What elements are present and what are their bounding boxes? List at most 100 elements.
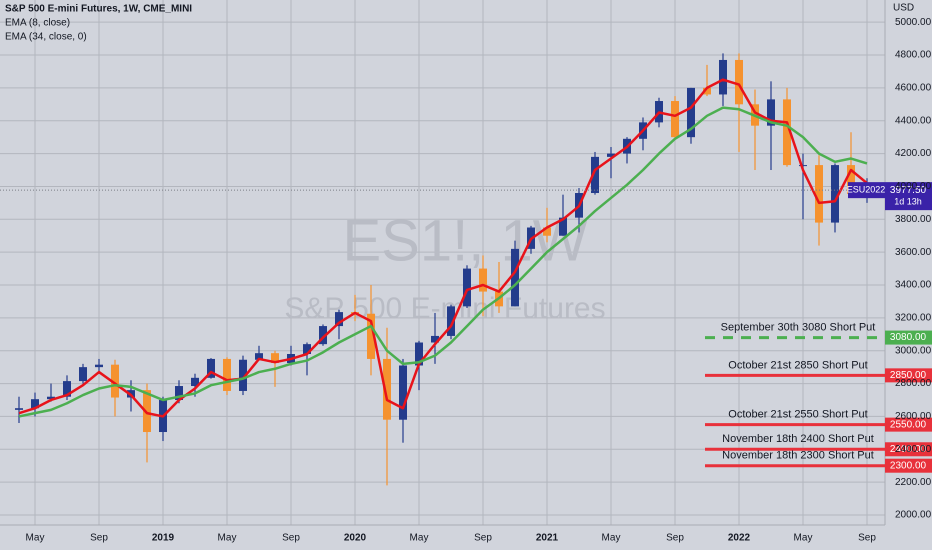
- x-tick-label: May: [410, 533, 429, 544]
- legend-title: S&P 500 E-mini Futures, 1W, CME_MINI: [5, 4, 192, 15]
- candle-body: [303, 344, 311, 354]
- ema-line: [18, 78, 868, 418]
- candle-body: [415, 342, 423, 366]
- candle-body: [319, 326, 327, 345]
- candle-body: [559, 217, 567, 236]
- y-tick-label: 2400.00: [895, 444, 932, 455]
- candle-body: [831, 165, 839, 223]
- candle-body: [239, 359, 247, 391]
- candle-body: [111, 364, 119, 398]
- watermark-symbol: ES1!, 1W: [343, 208, 588, 273]
- candle-body: [207, 358, 215, 378]
- x-tick-label: Sep: [858, 533, 876, 544]
- price-line-tag-text: 2550.00: [890, 419, 927, 430]
- candle-body: [767, 99, 775, 126]
- y-tick-label: 4400.00: [895, 115, 932, 126]
- x-tick-label: May: [26, 533, 45, 544]
- price-tag-countdown: 1d 13h: [894, 197, 922, 207]
- candle-body: [463, 268, 471, 307]
- price-line-tag-text: 2850.00: [890, 370, 927, 381]
- candle-body: [607, 153, 615, 157]
- candle-body: [399, 365, 407, 420]
- candle-body: [591, 156, 599, 194]
- price-line-tag: [885, 417, 932, 432]
- y-tick-label: 4000.00: [895, 181, 932, 192]
- x-tick-label: 2019: [152, 533, 175, 544]
- ema-line: [18, 106, 868, 418]
- candle-body: [671, 101, 679, 138]
- y-tick-label: 2600.00: [895, 411, 932, 422]
- x-tick-label: May: [794, 533, 813, 544]
- x-tick-label: Sep: [474, 533, 492, 544]
- candle-body: [383, 358, 391, 420]
- candle-body: [175, 386, 183, 400]
- candle-body: [335, 312, 343, 327]
- candle-body: [47, 396, 55, 400]
- candle-body: [95, 364, 103, 368]
- candle-body: [143, 390, 151, 433]
- candle-body: [447, 306, 455, 336]
- x-tick-label: 2022: [728, 533, 751, 544]
- x-tick-label: Sep: [90, 533, 108, 544]
- candle-body: [255, 353, 263, 360]
- y-tick-label: 3000.00: [895, 345, 932, 356]
- watermark-name: S&P 500 E-mini Futures: [284, 292, 605, 325]
- candle-body: [815, 165, 823, 223]
- candle-body: [735, 59, 743, 105]
- x-tick-label: 2020: [344, 533, 367, 544]
- x-tick-label: May: [602, 533, 621, 544]
- candle-body: [431, 335, 439, 343]
- candle-body: [719, 59, 727, 95]
- y-tick-label: 4600.00: [895, 83, 932, 94]
- candle-body: [367, 313, 375, 359]
- price-line-text: November 18th 2300 Short Put: [722, 450, 874, 462]
- candle-body: [847, 165, 855, 194]
- y-tick-label: 2200.00: [895, 477, 932, 488]
- price-line-text: November 18th 2400 Short Put: [722, 433, 874, 445]
- price-line-text: September 30th 3080 Short Put: [721, 321, 876, 333]
- price-line-text: October 21st 2850 Short Put: [728, 359, 867, 371]
- candle-body: [479, 268, 487, 292]
- legend-ema34: EMA (34, close, 0): [5, 32, 87, 43]
- price-line-text: October 21st 2550 Short Put: [728, 409, 867, 421]
- candle-body: [63, 381, 71, 397]
- candle-body: [511, 248, 519, 307]
- y-tick-label: 3400.00: [895, 280, 932, 291]
- x-tick-label: May: [218, 533, 237, 544]
- price-line-tag: [885, 330, 932, 345]
- price-tag-value: 3977.50: [890, 185, 927, 196]
- legend-ema8: EMA (8, close): [5, 18, 70, 29]
- y-tick-label: 4800.00: [895, 50, 932, 61]
- price-line-tag-text: 2300.00: [890, 460, 927, 471]
- y-tick-label: 3600.00: [895, 247, 932, 258]
- candle-body: [799, 165, 807, 167]
- candle-body: [543, 227, 551, 236]
- price-line-tag: [885, 458, 932, 473]
- y-tick-label: 4200.00: [895, 148, 932, 159]
- plot-area: [15, 53, 871, 486]
- y-tick-label: 5000.00: [895, 17, 932, 28]
- y-tick-label: 3200.00: [895, 312, 932, 323]
- y-tick-label: 2800.00: [895, 378, 932, 389]
- price-line-tag: [885, 368, 932, 383]
- candle-body: [703, 87, 711, 95]
- symbol-tag-text: ESU2022: [847, 185, 886, 195]
- candle-body: [783, 99, 791, 166]
- candle-body: [31, 399, 39, 409]
- x-tick-label: 2021: [536, 533, 559, 544]
- candle-body: [191, 377, 199, 387]
- candle-body: [687, 87, 695, 138]
- candle-body: [15, 408, 23, 410]
- price-line-tag-text: 2400.00: [890, 444, 927, 455]
- y-tick-label: 2000.00: [895, 510, 932, 521]
- y-tick-label: 3800.00: [895, 214, 932, 225]
- x-tick-label: Sep: [666, 533, 684, 544]
- price-line-tag-text: 3080.00: [890, 332, 927, 343]
- price-tag: [885, 182, 932, 211]
- symbol-tag: [848, 182, 885, 199]
- currency: USD: [893, 3, 914, 14]
- candle-body: [79, 367, 87, 382]
- candle-body: [223, 358, 231, 391]
